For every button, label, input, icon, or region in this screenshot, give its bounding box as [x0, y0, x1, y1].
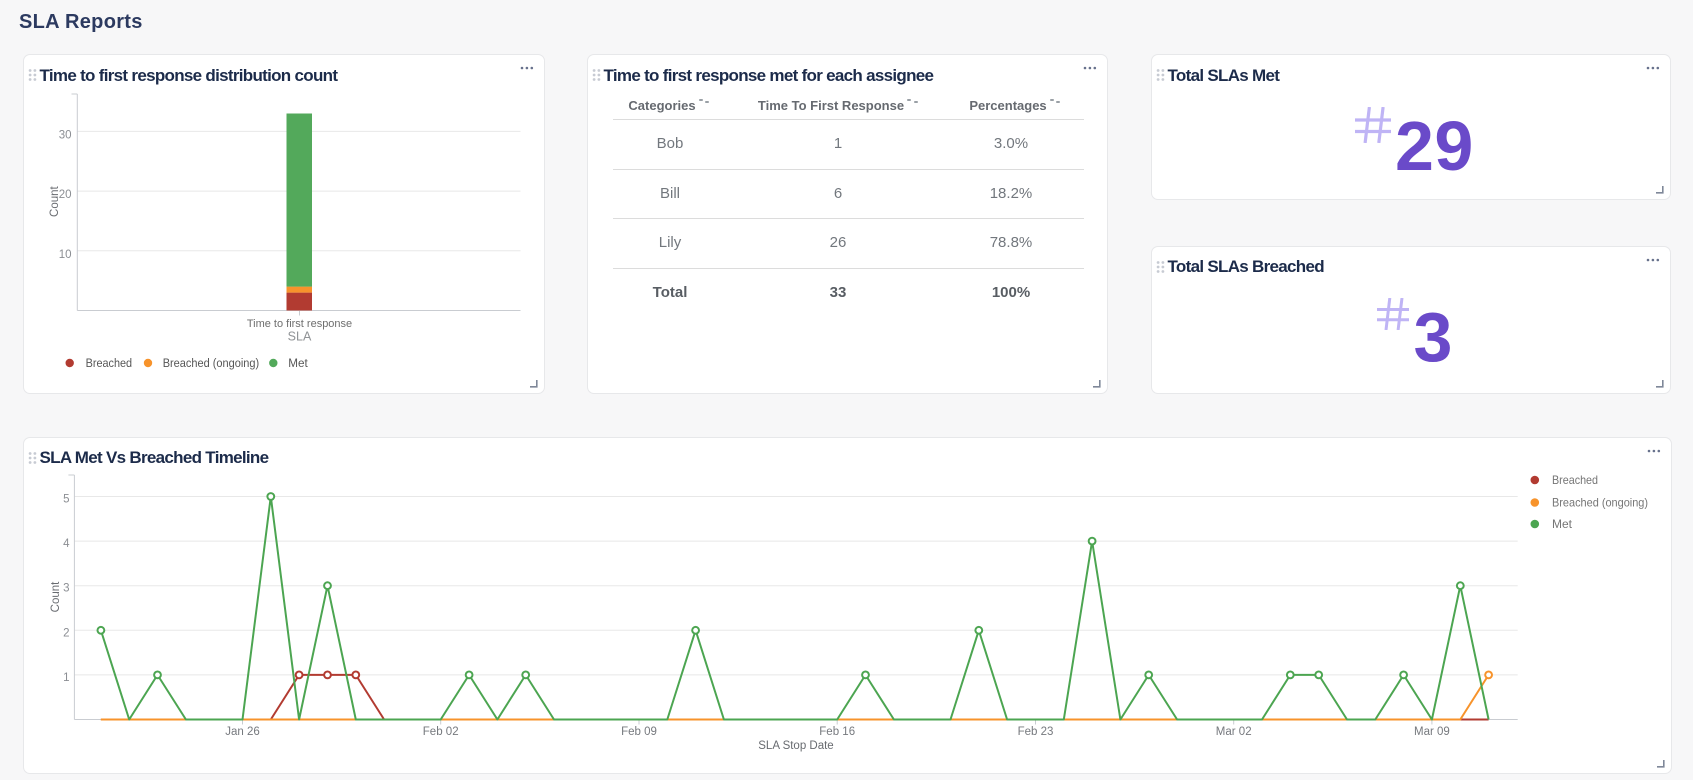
svg-text:Feb 09: Feb 09 — [621, 726, 657, 738]
svg-text:Feb 02: Feb 02 — [423, 726, 459, 738]
svg-text:Met: Met — [288, 356, 308, 370]
svg-text:SLA Stop Date: SLA Stop Date — [758, 740, 833, 752]
svg-text:Mar 09: Mar 09 — [1414, 726, 1450, 738]
svg-text:Feb 23: Feb 23 — [1018, 726, 1054, 738]
svg-text:Met: Met — [1552, 517, 1573, 531]
svg-text:SLA: SLA — [288, 330, 312, 344]
svg-text:20: 20 — [59, 189, 72, 201]
svg-text:2: 2 — [63, 627, 69, 639]
svg-text:4: 4 — [63, 538, 70, 550]
svg-text:1: 1 — [63, 671, 69, 683]
svg-text:Count: Count — [49, 185, 61, 216]
svg-text:Breached: Breached — [86, 356, 133, 370]
svg-text:Breached (ongoing): Breached (ongoing) — [163, 356, 260, 370]
svg-text:Mar 02: Mar 02 — [1216, 726, 1252, 738]
svg-text:Time to first response: Time to first response — [247, 318, 352, 330]
svg-text:Breached: Breached — [1552, 473, 1598, 487]
svg-text:30: 30 — [59, 129, 72, 141]
svg-text:3: 3 — [63, 582, 69, 594]
svg-text:10: 10 — [59, 249, 72, 261]
svg-text:Count: Count — [50, 580, 62, 611]
svg-text:Feb 16: Feb 16 — [819, 726, 855, 738]
svg-text:5: 5 — [63, 493, 69, 505]
svg-text:Jan 26: Jan 26 — [225, 726, 260, 738]
svg-text:Breached (ongoing): Breached (ongoing) — [1552, 495, 1648, 509]
